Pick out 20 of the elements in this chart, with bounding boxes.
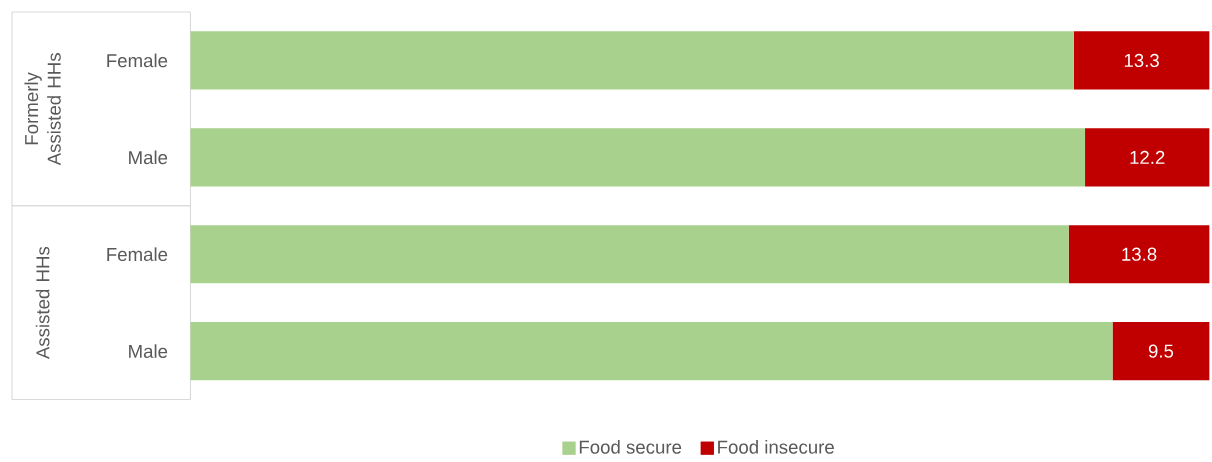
bar: [1068, 225, 1210, 284]
y-tick-label: Female: [107, 53, 168, 68]
text: Assisted HHs: [35, 247, 50, 360]
bar: [190, 225, 1069, 284]
bar: [190, 322, 1113, 381]
y-tick-label: Male: [129, 150, 168, 165]
bar: [1073, 31, 1210, 90]
legend-label: Food insecure: [718, 440, 834, 454]
legend-label: Food secure: [579, 440, 682, 454]
bar: [1085, 128, 1210, 187]
y-tick-label: Female: [107, 247, 168, 262]
bar: [190, 128, 1086, 187]
bar: [1112, 322, 1210, 381]
y-tick-label: Male: [129, 344, 168, 359]
text: Formerly Assisted HHs: [24, 53, 61, 166]
data-label: 12.2: [1130, 150, 1165, 164]
data-label: 13.8: [1122, 247, 1157, 261]
data-label: 9.5: [1148, 344, 1174, 358]
bar: [190, 31, 1074, 90]
data-label: 13.3: [1124, 53, 1159, 68]
